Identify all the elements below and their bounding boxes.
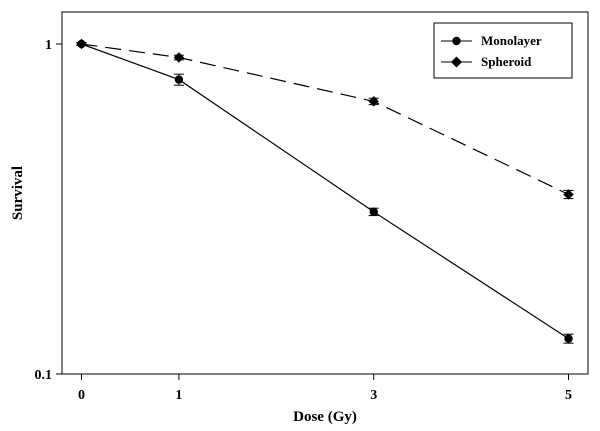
series-monolayer — [76, 39, 574, 344]
y-tick-label: 0.1 — [35, 368, 53, 383]
series-line-monolayer — [81, 43, 569, 340]
data-point-monolayer — [174, 75, 184, 84]
legend: Monolayer Spheroid — [433, 22, 573, 79]
x-axis-label: Dose (Gy) — [293, 409, 357, 425]
x-axis: 0 1 3 5 — [78, 374, 572, 403]
data-point-spheroid — [368, 96, 379, 107]
legend-marker-spheroid — [451, 56, 462, 68]
legend-box — [433, 22, 573, 79]
y-axis: 0.11 — [35, 38, 62, 383]
series-spheroid — [76, 38, 574, 200]
x-tick-label: 5 — [565, 388, 572, 403]
series-line-spheroid — [81, 43, 569, 195]
x-tick-label: 3 — [370, 388, 377, 403]
legend-marker-monolayer — [452, 36, 461, 46]
data-point-monolayer — [369, 207, 378, 217]
series-layer — [76, 38, 574, 344]
y-axis-label: Survival — [10, 166, 26, 220]
data-point-spheroid — [173, 52, 185, 63]
x-tick-label: 1 — [175, 388, 182, 403]
x-tick-label: 0 — [78, 388, 85, 403]
data-point-spheroid — [563, 189, 574, 200]
legend-label-monolayer: Monolayer — [481, 33, 542, 48]
y-tick-label: 1 — [45, 38, 52, 53]
data-point-monolayer — [564, 334, 573, 343]
plot-frame — [61, 11, 589, 375]
legend-label-spheroid: Spheroid — [481, 54, 532, 69]
data-point-spheroid — [76, 38, 87, 50]
